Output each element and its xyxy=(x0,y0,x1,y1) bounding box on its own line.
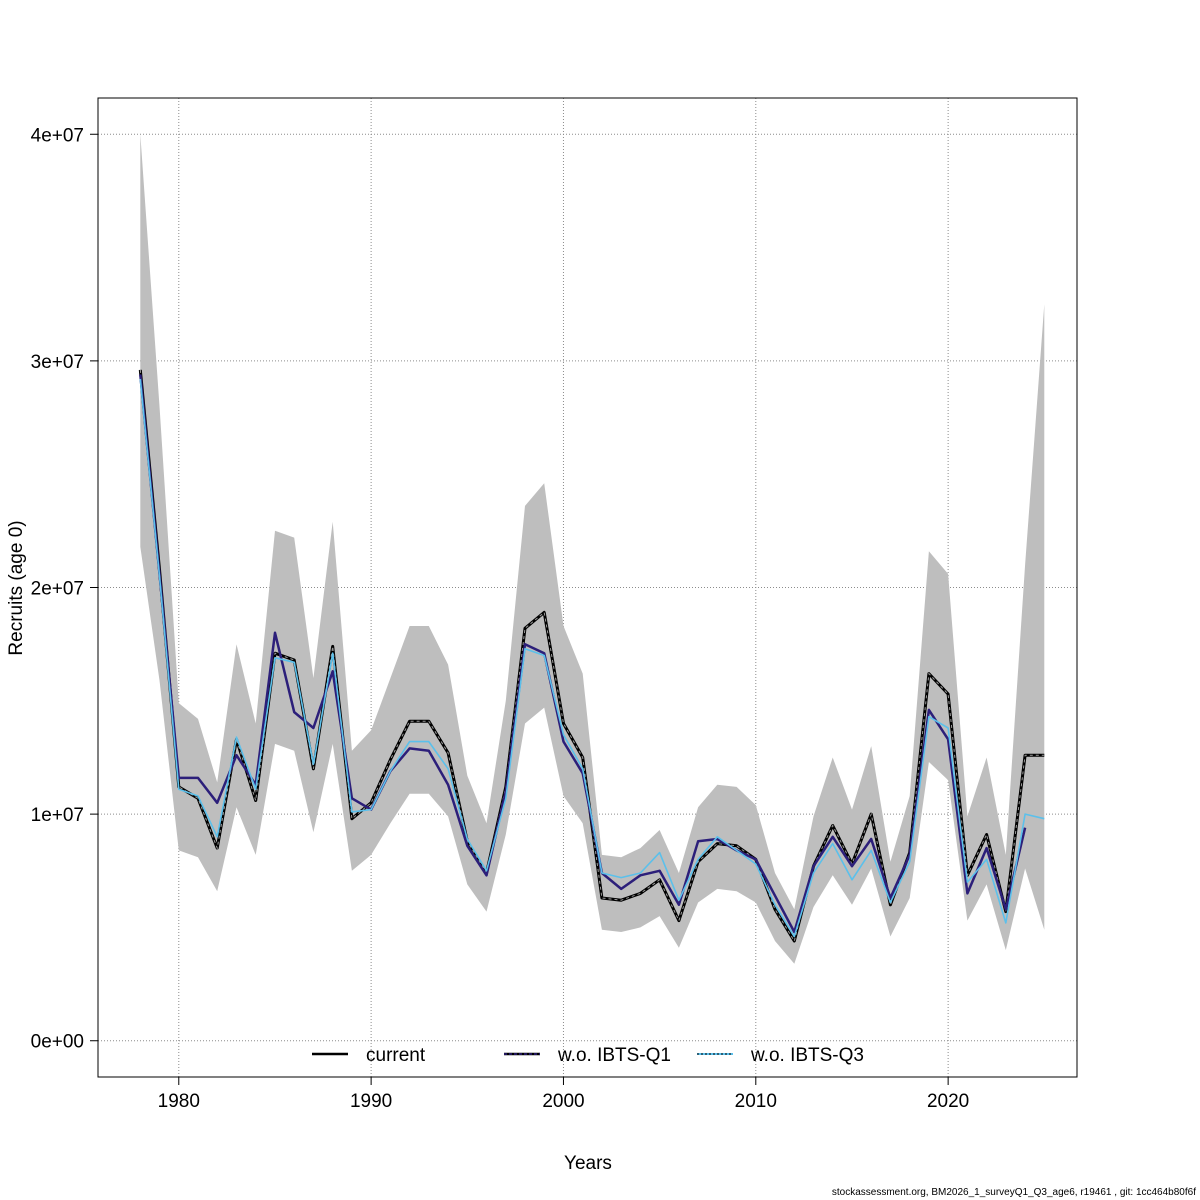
series-line-wo-ibts-q1 xyxy=(139,374,1027,934)
x-tick-label-1: 1990 xyxy=(350,1091,392,1112)
legend-label-wo-ibts-q3: w.o. IBTS-Q3 xyxy=(750,1045,864,1066)
x-tick-label-3: 2010 xyxy=(735,1091,777,1112)
legend-label-current: current xyxy=(366,1045,426,1066)
x-tick-label-2: 2000 xyxy=(542,1091,584,1112)
series-line-wo-ibts-q3 xyxy=(139,378,1045,938)
y-axis-label: Recruits (age 0) xyxy=(6,520,27,655)
confidence-band xyxy=(140,134,1045,964)
legend-label-wo-ibts-q1: w.o. IBTS-Q1 xyxy=(557,1045,671,1066)
x-axis: 1980 1990 2000 2010 2020 xyxy=(158,1077,969,1112)
y-axis: 0e+00 1e+07 2e+07 3e+07 4e+07 xyxy=(31,125,98,1053)
x-tick-label-4: 2020 xyxy=(927,1091,969,1112)
x-axis-label: Years xyxy=(564,1153,612,1174)
y-tick-label-3: 3e+07 xyxy=(31,352,84,373)
series-lines xyxy=(138,369,1045,943)
y-tick-label-1: 1e+07 xyxy=(31,805,84,826)
y-tick-label-2: 2e+07 xyxy=(31,579,84,600)
legend: current w.o. IBTS-Q1 w.o. IBTS-Q3 xyxy=(312,1045,864,1066)
y-tick-label-0: 0e+00 xyxy=(31,1032,84,1053)
footer-credit: stockassessment.org, BM2026_1_surveyQ1_Q… xyxy=(831,1187,1196,1198)
x-tick-label-0: 1980 xyxy=(158,1091,200,1112)
y-tick-label-4: 4e+07 xyxy=(31,125,84,146)
